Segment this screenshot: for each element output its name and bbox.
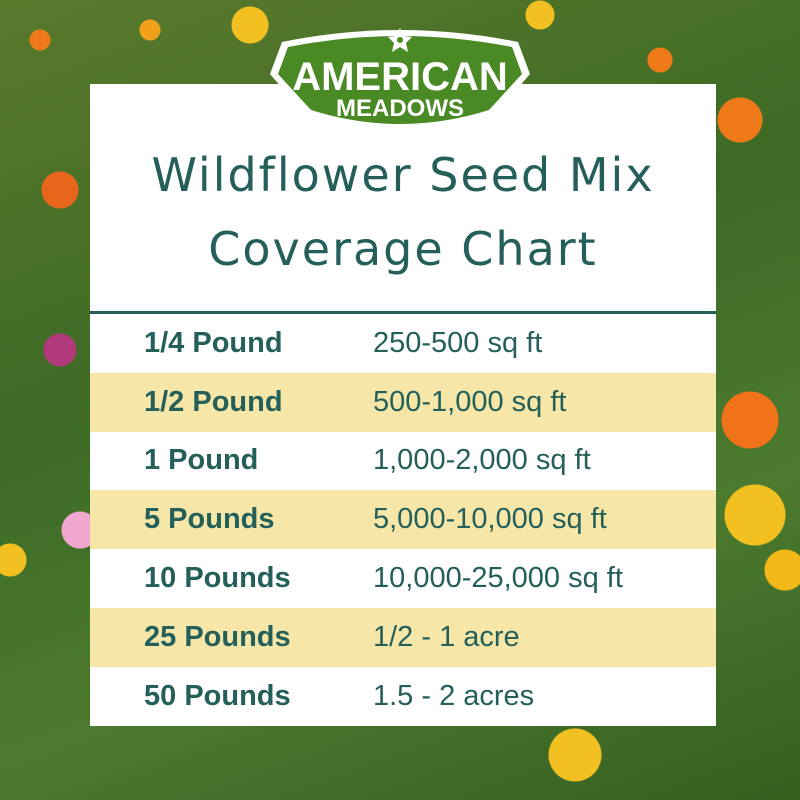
logo-line2: MEADOWS	[336, 95, 464, 122]
amount: 10 Pounds	[144, 562, 291, 595]
table-row: 10 Pounds 10,000-25,000 sq ft	[90, 549, 716, 608]
amount: 1/2 Pound	[144, 385, 283, 418]
logo-line1: AMERICAN	[292, 55, 508, 99]
flower-icon	[388, 28, 412, 52]
american-meadows-logo: AMERICAN MEADOWS	[270, 28, 530, 131]
amount: 25 Pounds	[144, 620, 291, 653]
table-row: 5 Pounds 5,000-10,000 sq ft	[90, 490, 716, 550]
table-row: 1/4 Pound 250-500 sq ft	[90, 314, 716, 373]
table-row: 1 Pound 1,000-2,000 sq ft	[90, 432, 716, 491]
title-line1: Wildflower Seed Mix	[151, 148, 655, 202]
table-row: 50 Pounds 1.5 - 2 acres	[90, 667, 716, 726]
table-row: 1/2 Pound 500-1,000 sq ft	[90, 372, 716, 432]
divider	[90, 311, 716, 314]
coverage-table: 1/4 Pound 250-500 sq ft 1/2 Pound 500-1,00…	[90, 314, 716, 726]
coverage: 1/2 - 1 acre	[373, 620, 520, 653]
coverage: 5,000-10,000 sq ft	[373, 503, 607, 536]
amount: 1/4 Pound	[144, 326, 283, 359]
coverage: 250-500 sq ft	[373, 326, 543, 359]
table-row: 25 Pounds 1/2 - 1 acre	[90, 607, 716, 667]
coverage: 1.5 - 2 acres	[373, 679, 535, 712]
amount: 50 Pounds	[144, 679, 291, 712]
title-line2: Coverage Chart	[208, 222, 598, 276]
coverage: 500-1,000 sq ft	[373, 385, 567, 418]
coverage: 10,000-25,000 sq ft	[373, 562, 623, 595]
amount: 1 Pound	[144, 444, 259, 477]
amount: 5 Pounds	[144, 503, 275, 536]
coverage: 1,000-2,000 sq ft	[373, 444, 591, 477]
